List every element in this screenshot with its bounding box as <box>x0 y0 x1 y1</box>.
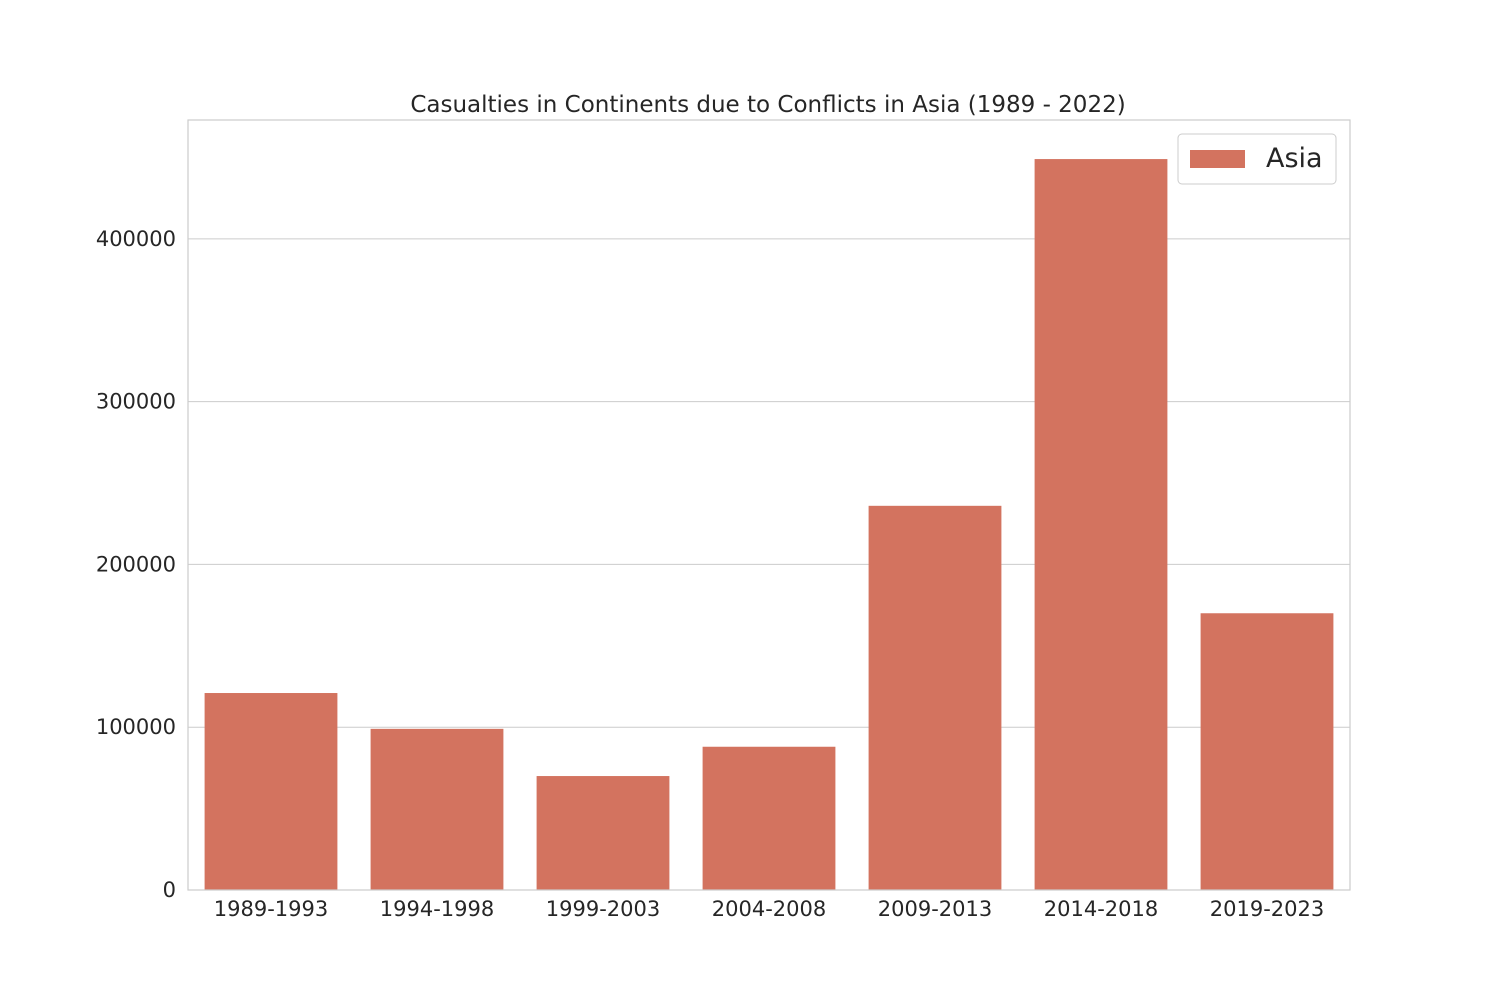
legend-label-asia: Asia <box>1266 143 1323 174</box>
bars <box>204 159 1334 890</box>
legend-box <box>1177 133 1337 185</box>
y-tick-label: 100000 <box>96 715 176 739</box>
legend: Asia <box>1177 133 1337 185</box>
x-tick-label: 2019-2023 <box>1210 897 1324 921</box>
x-tick-label: 2004-2008 <box>712 897 826 921</box>
y-tick-label: 400000 <box>96 227 176 251</box>
x-tick-label: 1989-1993 <box>214 897 328 921</box>
bar-2004-2008 <box>702 746 836 890</box>
x-tick-label: 1994-1998 <box>380 897 494 921</box>
x-axis-ticks: 1989-1993 1994-1998 1999-2003 2004-2008 2009… <box>214 897 1324 921</box>
y-axis-ticks: 0 100000 200000 300000 400000 <box>96 227 176 902</box>
bar-1999-2003 <box>536 776 670 890</box>
legend-swatch <box>1190 150 1245 168</box>
x-tick-label: 2009-2013 <box>878 897 992 921</box>
x-tick-label: 2014-2018 <box>1044 897 1158 921</box>
y-tick-label: 200000 <box>96 552 176 576</box>
chart-title: Casualties in Continents due to Conflict… <box>410 92 1125 118</box>
plot-frame <box>187 119 1351 891</box>
bar-1989-1993 <box>204 693 338 890</box>
y-tick-label: 300000 <box>96 390 176 414</box>
bar-1994-1998 <box>370 728 504 890</box>
y-tick-label: 0 <box>163 878 176 902</box>
bar-2014-2018 <box>1034 159 1168 890</box>
x-tick-label: 1999-2003 <box>546 897 660 921</box>
bar-2009-2013 <box>868 505 1002 890</box>
bar-2019-2023 <box>1200 613 1334 890</box>
